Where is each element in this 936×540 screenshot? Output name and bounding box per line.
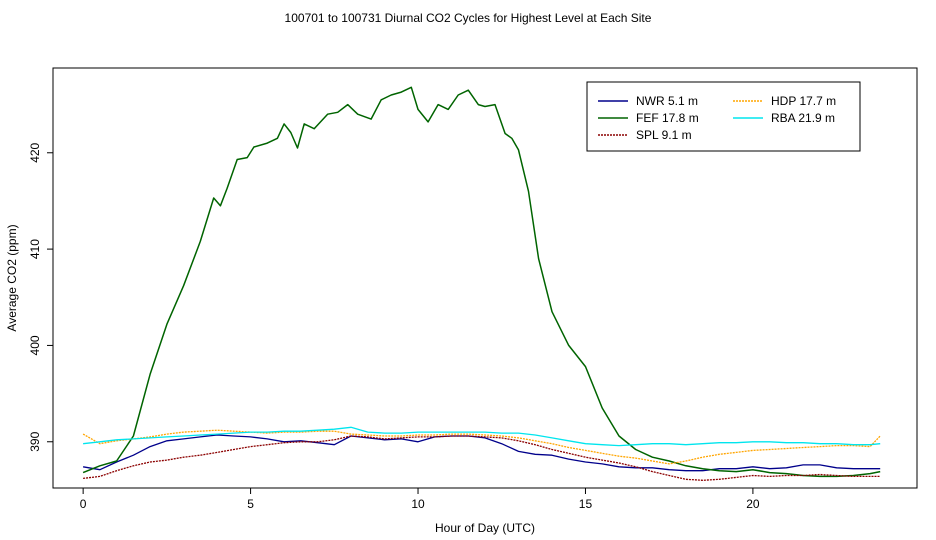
- y-axis-label: Average CO2 (ppm): [5, 224, 19, 331]
- series-line-nwr: [82, 434, 881, 472]
- series-layer: [82, 86, 881, 481]
- chart-title: 100701 to 100731 Diurnal CO2 Cycles for …: [285, 11, 652, 25]
- x-axis: 0 5 10 15 20: [80, 488, 760, 511]
- legend-label-fef: FEF 17.8 m: [636, 111, 699, 125]
- x-tick-label-20: 20: [746, 497, 760, 511]
- legend-box: [586, 81, 861, 152]
- legend-label-rba: RBA 21.9 m: [771, 111, 835, 125]
- x-tick-label-5: 5: [247, 497, 254, 511]
- legend: NWR 5.1 m FEF 17.8 m SPL 9.1 m HDP 17.7 m RB…: [586, 81, 861, 152]
- plot-frame: [52, 67, 918, 489]
- y-tick-label-390: 390: [28, 431, 42, 451]
- legend-items: NWR 5.1 m FEF 17.8 m SPL 9.1 m HDP 17.7 m RB…: [598, 94, 836, 142]
- series-line-rba: [83, 426, 881, 447]
- series-line-fef: [82, 86, 881, 478]
- x-tick-label-0: 0: [80, 497, 87, 511]
- x-tick-label-10: 10: [411, 497, 425, 511]
- series-line-hdp: [82, 429, 881, 465]
- x-axis-label: Hour of Day (UTC): [435, 521, 535, 535]
- series-line-spl: [83, 435, 881, 481]
- x-tick-label-15: 15: [579, 497, 593, 511]
- y-tick-label-410: 410: [28, 239, 42, 259]
- legend-label-nwr: NWR 5.1 m: [636, 94, 698, 108]
- legend-label-hdp: HDP 17.7 m: [771, 94, 836, 108]
- y-axis: 390 400 410 420: [28, 142, 53, 452]
- y-tick-label-420: 420: [28, 142, 42, 162]
- legend-label-spl: SPL 9.1 m: [636, 128, 692, 142]
- y-tick-label-400: 400: [28, 335, 42, 355]
